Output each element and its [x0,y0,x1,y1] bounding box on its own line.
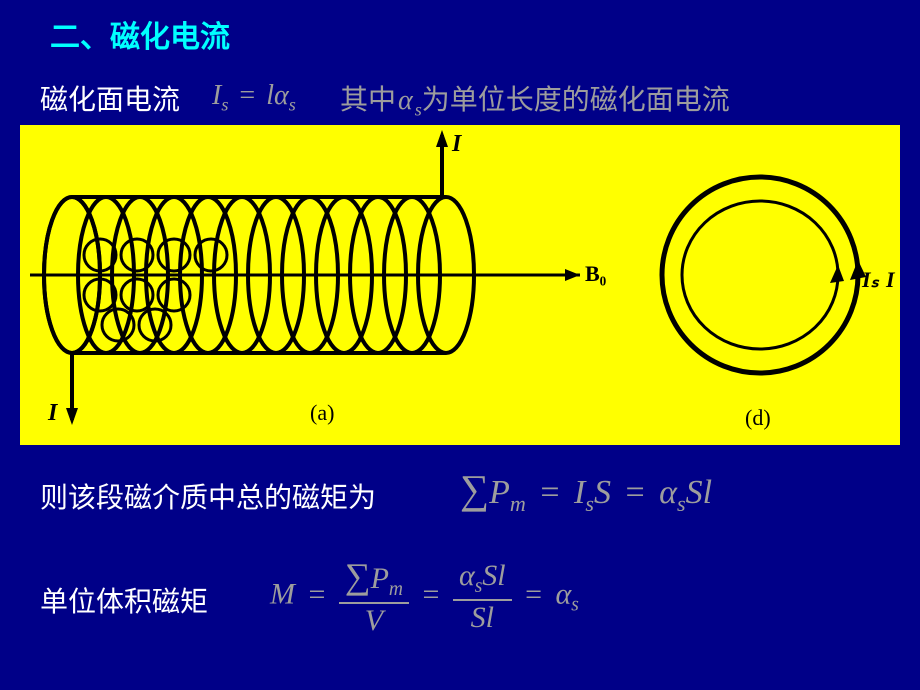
eq3-frac1: ∑Pm V [339,558,409,636]
eq3-alpha: α [556,578,572,611]
eq-Is: Is [212,80,228,111]
cross-label-Is: Iₛ [861,267,880,292]
eq3-alphasub: s [571,595,579,616]
eq2-S: S [594,474,611,511]
unit-volume-equation: M = ∑Pm V = αsSl Sl = αs [270,558,579,636]
eq2-I: I [574,474,585,511]
total-moment-label: 则该段磁介质中总的磁矩为 [40,476,376,516]
eq-l: l [266,80,274,111]
eq2-Psub: m [510,491,526,516]
eq3-M: M [270,578,295,611]
explain-suffix: 为单位长度的磁化面电流 [422,85,730,116]
eq-eq: = [235,80,259,111]
eq2-Isub: s [585,491,594,516]
eq3-frac2: αsSl Sl [453,561,512,633]
eq2-Sl: Sl [686,474,712,511]
eq3-eq3: = [519,578,548,611]
eq2-alpha: α [659,474,677,511]
explain-alpha-sub: s [415,100,422,120]
label-a-text: (a) [310,400,334,425]
eq2-P: P [489,474,510,511]
label-d-text: (d) [745,405,771,430]
diagram-svg: B₀ I I (a) Iₛ [20,125,900,445]
eq-alpha: α [274,80,289,111]
label-I-top: I [451,131,463,157]
eq2-alphasub: s [677,491,686,516]
unit-volume-label: 单位体积磁矩 [40,580,208,620]
explain-alpha: α [396,85,415,116]
eq2-eq1: = [534,474,565,511]
surface-current-equation: Is = lαs [212,80,296,116]
surface-current-label: 磁化面电流 [40,78,180,118]
surface-current-explain: 其中αs为单位长度的磁化面电流 [340,78,730,121]
cross-label-I: I [885,267,896,292]
eq3-eq2: = [417,578,446,611]
label-B: B₀ [585,261,607,286]
explain-prefix: 其中 [340,85,396,116]
eq-alpha-sub: s [289,95,296,115]
eq3-eq1: = [303,578,332,611]
diagram-area: B₀ I I (a) Iₛ [20,125,900,445]
total-moment-equation: ∑Pm = IsS = αsSl [460,466,712,517]
eq2-eq2: = [619,474,650,511]
cross-section-diagram: Iₛ I (d) [662,177,896,430]
section-title: 二、磁化电流 [50,12,230,56]
eq2-sigma: ∑ [460,467,489,512]
label-I-bot: I [47,400,59,426]
solenoid-diagram: B₀ I I (a) [30,130,607,426]
